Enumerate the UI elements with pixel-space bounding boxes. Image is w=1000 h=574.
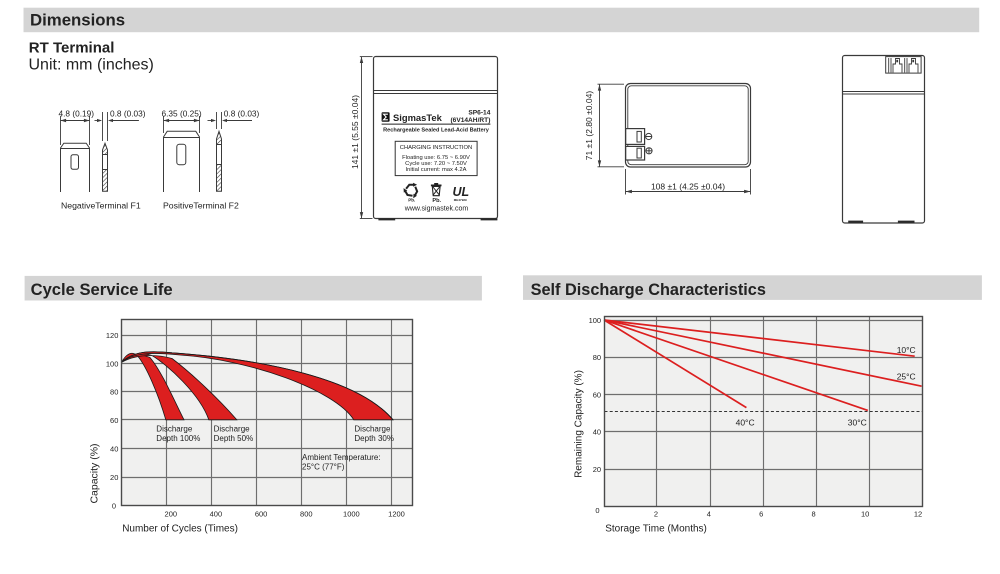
svg-text:Storage Time (Months): Storage Time (Months) — [605, 523, 707, 534]
svg-text:4: 4 — [707, 510, 711, 519]
svg-text:60: 60 — [593, 390, 601, 399]
svg-text:Self Discharge Characteristics: Self Discharge Characteristics — [531, 281, 766, 299]
svg-text:Pb.: Pb. — [408, 198, 415, 203]
svg-text:40°C: 40°C — [736, 418, 755, 428]
svg-text:800: 800 — [300, 510, 313, 519]
svg-text:200: 200 — [165, 510, 178, 519]
svg-text:NegativeTerminal F1: NegativeTerminal F1 — [61, 201, 141, 211]
svg-text:20: 20 — [593, 465, 601, 474]
svg-text:2: 2 — [654, 510, 658, 519]
svg-text:RT Terminal: RT Terminal — [29, 40, 115, 57]
svg-text:400: 400 — [210, 510, 223, 519]
svg-text:10°C: 10°C — [897, 345, 916, 355]
svg-text:100: 100 — [589, 316, 602, 325]
svg-text:Discharge: Discharge — [214, 425, 251, 434]
svg-text:25°C: 25°C — [897, 372, 916, 382]
svg-text:10: 10 — [861, 510, 869, 519]
svg-text:12: 12 — [914, 510, 922, 519]
svg-text:80: 80 — [110, 388, 118, 397]
svg-text:Depth 50%: Depth 50% — [214, 434, 254, 443]
svg-text:Dimensions: Dimensions — [30, 10, 125, 29]
svg-text:40: 40 — [593, 428, 601, 437]
svg-text:Pb.: Pb. — [432, 198, 441, 204]
svg-text:71 ±1 (2.80 ±0.04): 71 ±1 (2.80 ±0.04) — [584, 91, 594, 161]
svg-text:4.8 (0.19): 4.8 (0.19) — [59, 108, 95, 118]
svg-text:Discharge: Discharge — [354, 425, 391, 434]
svg-text:www.sigmastek.com: www.sigmastek.com — [404, 206, 469, 213]
svg-text:25°C (77°F): 25°C (77°F) — [302, 463, 345, 472]
svg-text:20: 20 — [110, 473, 118, 482]
svg-text:CHARGING INSTRUCTION: CHARGING INSTRUCTION — [400, 145, 472, 151]
svg-text:UL: UL — [452, 185, 469, 199]
svg-text:0: 0 — [595, 506, 599, 515]
svg-text:Floating use: 6.75 ~ 6.90V: Floating use: 6.75 ~ 6.90V — [402, 155, 470, 161]
svg-text:0: 0 — [112, 502, 116, 511]
svg-text:Cycle use: 7.20 ~ 7.50V: Cycle use: 7.20 ~ 7.50V — [405, 161, 467, 167]
svg-text:Number of Cycles (Times): Number of Cycles (Times) — [122, 523, 238, 534]
svg-text:Initial current: max 4.2A: Initial current: max 4.2A — [406, 167, 467, 173]
svg-text:1000: 1000 — [343, 510, 360, 519]
svg-text:Remaining Capacity (%): Remaining Capacity (%) — [574, 370, 585, 478]
svg-text:0.8 (0.03): 0.8 (0.03) — [224, 108, 260, 118]
svg-text:100: 100 — [106, 359, 119, 368]
svg-text:60: 60 — [110, 416, 118, 425]
svg-text:PositiveTerminal F2: PositiveTerminal F2 — [163, 201, 239, 211]
svg-text:120: 120 — [106, 331, 119, 340]
svg-text:Ambient Temperature:: Ambient Temperature: — [302, 453, 381, 462]
svg-text:Cycle Service Life: Cycle Service Life — [31, 280, 173, 299]
svg-text:SP6-14: SP6-14 — [468, 110, 490, 117]
svg-text:(6V14AH/RT): (6V14AH/RT) — [450, 117, 490, 124]
svg-text:MH47929: MH47929 — [454, 198, 467, 202]
svg-text:Capacity (%): Capacity (%) — [89, 443, 101, 503]
svg-text:0.8 (0.03): 0.8 (0.03) — [110, 108, 146, 118]
svg-text:600: 600 — [255, 510, 268, 519]
svg-text:Discharge: Discharge — [156, 425, 193, 434]
svg-text:141 ±1 (5.55 ±0.04): 141 ±1 (5.55 ±0.04) — [350, 95, 360, 169]
svg-text:Unit: mm (inches): Unit: mm (inches) — [29, 57, 154, 74]
svg-text:40: 40 — [110, 445, 118, 454]
svg-text:108 ±1 (4.25 ±0.04): 108 ±1 (4.25 ±0.04) — [651, 182, 725, 192]
svg-text:80: 80 — [593, 353, 601, 362]
svg-text:Depth 30%: Depth 30% — [354, 434, 394, 443]
svg-text:6: 6 — [759, 510, 763, 519]
svg-text:SigmasTek: SigmasTek — [393, 112, 443, 123]
svg-text:8: 8 — [812, 510, 816, 519]
svg-text:30°C: 30°C — [848, 418, 867, 428]
svg-text:6.35 (0.25): 6.35 (0.25) — [162, 108, 202, 118]
svg-text:Depth 100%: Depth 100% — [156, 434, 200, 443]
svg-text:Rechargeable Sealed Lead-Acid: Rechargeable Sealed Lead-Acid Battery — [383, 128, 490, 134]
svg-text:1200: 1200 — [388, 510, 405, 519]
